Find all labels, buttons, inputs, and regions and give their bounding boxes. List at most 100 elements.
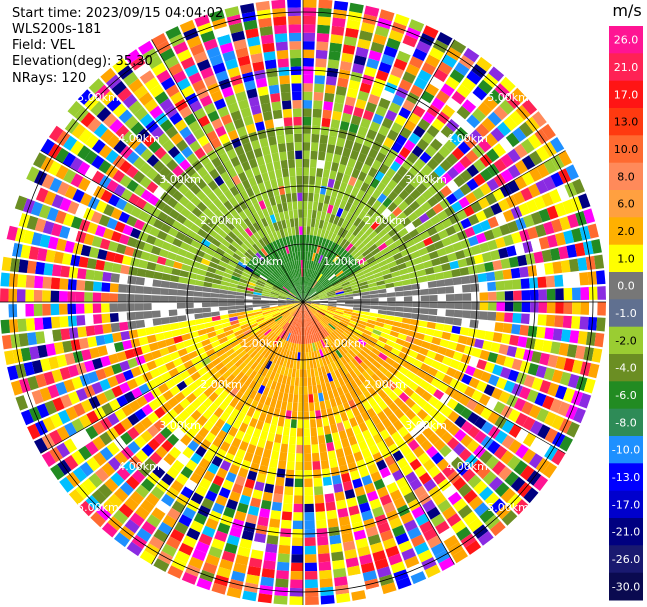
range-gate <box>410 415 422 427</box>
range-gate <box>377 203 387 214</box>
range-gate <box>190 520 204 533</box>
range-gate <box>258 200 267 210</box>
range-gate <box>297 411 303 420</box>
range-gate <box>411 145 424 158</box>
range-gate <box>264 225 272 235</box>
range-gate <box>268 170 276 181</box>
range-gate <box>280 256 286 265</box>
range-gate <box>283 494 293 504</box>
range-gate <box>356 494 368 505</box>
range-gate <box>371 373 381 383</box>
range-gate <box>272 354 279 364</box>
range-gate <box>404 183 416 195</box>
range-gate <box>262 448 272 459</box>
range-gate <box>500 76 516 93</box>
range-gate <box>343 286 352 291</box>
range-gate <box>419 230 430 240</box>
range-gate <box>460 217 472 229</box>
range-gate <box>527 363 539 376</box>
range-gate <box>441 331 452 341</box>
range-gate <box>467 425 480 439</box>
range-gate <box>277 374 284 384</box>
range-gate <box>487 291 497 301</box>
range-gate <box>465 337 476 347</box>
range-gate <box>333 315 342 321</box>
range-gate <box>372 506 385 518</box>
range-gate <box>332 254 340 263</box>
range-gate <box>340 345 349 354</box>
range-gate <box>311 133 320 143</box>
range-gate <box>292 537 303 547</box>
range-gate <box>291 554 303 563</box>
range-gate <box>103 365 115 378</box>
range-gate <box>78 445 92 461</box>
range-gate <box>308 385 313 395</box>
range-gate <box>515 412 528 427</box>
range-gate <box>235 299 245 302</box>
range-gate <box>335 85 347 96</box>
range-gate <box>311 209 317 219</box>
range-gate <box>470 201 483 213</box>
range-gate <box>269 300 278 302</box>
range-gate <box>376 379 387 389</box>
range-gate <box>397 504 410 517</box>
range-gate <box>340 279 349 285</box>
range-gate <box>445 294 455 301</box>
range-gate <box>330 119 341 129</box>
range-gate <box>395 302 404 307</box>
range-gate <box>305 318 309 327</box>
range-gate <box>375 105 388 117</box>
range-gate <box>358 393 368 404</box>
range-gate <box>344 308 353 313</box>
range-gate <box>301 268 303 277</box>
range-gate <box>214 269 225 276</box>
range-gate <box>288 15 301 25</box>
range-gate <box>340 524 352 535</box>
range-gate <box>412 375 423 386</box>
range-gate <box>400 445 412 457</box>
range-gate <box>390 561 406 574</box>
range-gate <box>371 210 382 221</box>
range-gate <box>452 188 465 200</box>
range-gate <box>514 175 528 190</box>
range-gate <box>478 282 488 292</box>
range-gate <box>279 151 287 161</box>
range-gate <box>260 325 269 332</box>
range-gate <box>507 164 521 179</box>
range-gate <box>275 399 282 409</box>
range-gate <box>318 435 326 445</box>
range-gate <box>345 27 359 39</box>
range-gate <box>321 468 331 478</box>
range-gate <box>525 253 536 265</box>
range-gate <box>368 387 378 397</box>
range-gate <box>116 351 127 362</box>
range-gate <box>314 272 320 280</box>
range-gate <box>303 226 307 235</box>
range-gate <box>178 514 193 527</box>
range-gate <box>515 444 529 459</box>
range-gate <box>490 520 506 537</box>
range-gate <box>241 365 250 374</box>
range-gate <box>276 134 286 145</box>
range-gate <box>289 290 297 297</box>
range-gate <box>420 308 430 315</box>
range-gate <box>441 356 453 366</box>
range-gate <box>101 292 110 302</box>
range-gate <box>262 311 271 315</box>
range-gate <box>233 268 243 275</box>
range-gate <box>477 530 494 546</box>
range-gate <box>294 133 302 143</box>
range-gate <box>308 243 312 253</box>
range-gate <box>161 324 172 332</box>
range-gate <box>303 293 305 302</box>
range-label: 3.00km <box>405 173 447 186</box>
range-gate <box>354 386 363 397</box>
range-gate <box>480 371 492 383</box>
range-gate <box>75 388 88 402</box>
range-gate <box>419 282 429 289</box>
range-gate <box>122 369 134 381</box>
range-gate <box>335 270 344 277</box>
range-gate <box>434 353 445 363</box>
range-gate <box>507 220 519 233</box>
range-gate <box>312 342 317 352</box>
